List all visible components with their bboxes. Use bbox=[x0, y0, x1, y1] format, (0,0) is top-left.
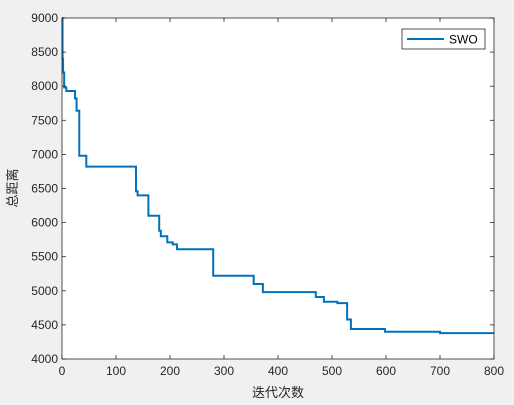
x-tick-label: 0 bbox=[59, 364, 66, 378]
x-tick-label: 800 bbox=[484, 364, 504, 378]
x-tick-label: 400 bbox=[268, 364, 288, 378]
y-tick-label: 5000 bbox=[31, 284, 58, 298]
y-tick-label: 6500 bbox=[31, 182, 58, 196]
y-tick-label: 8000 bbox=[31, 79, 58, 93]
x-tick-label: 700 bbox=[430, 364, 450, 378]
x-axis-label: 迭代次数 bbox=[252, 385, 304, 401]
x-tick-label: 100 bbox=[106, 364, 126, 378]
x-tick-label: 600 bbox=[376, 364, 396, 378]
x-tick-label: 300 bbox=[214, 364, 234, 378]
y-tick-label: 9000 bbox=[31, 11, 58, 25]
x-tick-label: 200 bbox=[160, 364, 180, 378]
legend: SWO bbox=[401, 28, 486, 50]
y-tick-label: 6000 bbox=[31, 216, 58, 230]
legend-entry-swo: SWO bbox=[449, 33, 478, 47]
x-tick-label: 500 bbox=[322, 364, 342, 378]
series-layer bbox=[61, 17, 494, 335]
y-tick-label: 4500 bbox=[31, 318, 58, 332]
y-tick-label: 7500 bbox=[31, 113, 58, 127]
y-tick-label: 5500 bbox=[31, 250, 58, 264]
series-line-swo bbox=[61, 17, 494, 335]
y-tick-label: 4000 bbox=[31, 352, 58, 366]
y-tick-label: 7000 bbox=[31, 147, 58, 161]
y-tick-label: 8500 bbox=[31, 45, 58, 59]
plot-area bbox=[62, 18, 494, 359]
y-ticks: 4000 4500 5000 5500 6000 6500 7000 7500 8000 8500… bbox=[31, 11, 494, 366]
x-ticks: 0 100 200 300 400 500 600 700 800 bbox=[59, 18, 504, 378]
y-axis-label: 总距离 bbox=[5, 168, 21, 207]
